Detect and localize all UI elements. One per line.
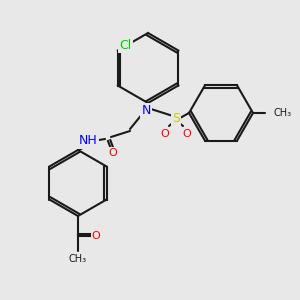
Text: O: O [92, 231, 100, 241]
Text: Cl: Cl [120, 39, 132, 52]
Text: S: S [172, 112, 180, 124]
Text: O: O [109, 148, 117, 158]
Text: CH₃: CH₃ [273, 108, 291, 118]
Text: NH: NH [79, 134, 98, 148]
Text: O: O [160, 129, 169, 139]
Text: CH₃: CH₃ [69, 254, 87, 264]
Text: O: O [183, 129, 191, 139]
Text: N: N [141, 104, 151, 118]
